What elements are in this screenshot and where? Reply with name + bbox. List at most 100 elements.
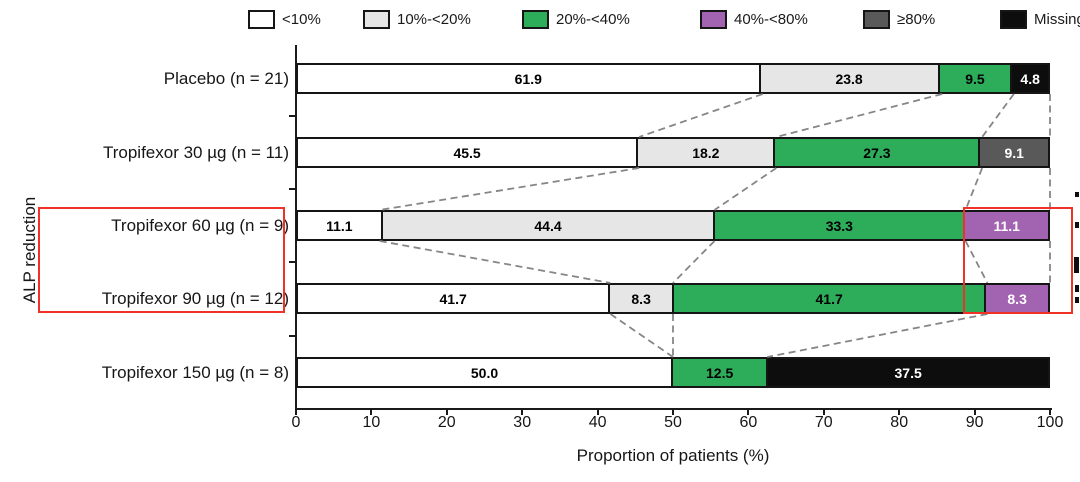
y-axis-title: ALP reduction [20,196,39,304]
x-axis-tick [747,408,750,415]
bar-segment: 45.5 [298,139,637,166]
y-axis-tick [289,188,295,190]
x-tick-label: 40 [588,414,607,431]
stacked-bar-row: 50.0 12.5 37.5 [296,357,1050,388]
bar-segment-value: 11.1 [326,217,353,234]
y-axis-tick [289,334,295,337]
x-tick-label: 10 [362,414,381,431]
clipped-annotation-fragment [1075,222,1079,228]
stacked-bar-row: 61.9 23.8 9.5 4.8 [296,63,1050,94]
connector-line [609,313,674,358]
x-tick-label: 70 [814,414,833,431]
x-tick-label: 20 [437,414,456,431]
connector-line [981,93,1015,138]
bar-segment: 4.8 [1010,65,1049,92]
x-axis-tick [295,408,297,415]
connector-line [672,240,716,284]
legend-item-2: 10%-<20% [363,8,471,30]
bar-segment: 11.1 [963,212,1049,239]
connector-line [776,93,943,138]
legend-swatch-icon [248,9,275,29]
bar-segment-value: 23.8 [835,70,863,87]
legend-swatch-icon [700,9,727,29]
bar-segment-value: 44.4 [534,217,562,234]
legend-item-label: 10%-<20% [397,10,471,28]
stacked-bar-row: 45.5 18.2 27.3 9.1 [296,137,1050,168]
bar-segment: 41.7 [672,285,985,312]
bar-segment-value: 61.9 [514,70,542,87]
category-label: Tropifexor 30 µg (n = 11) [102,142,289,162]
bar-segment: 33.3 [713,212,964,239]
clipped-annotation-fragment [1075,285,1079,292]
clipped-annotation-fragment [1074,257,1079,273]
bar-segment-value: 50.0 [470,364,499,381]
legend-item-label: <10% [282,10,321,28]
bar-segment-value: 11.1 [993,217,1020,234]
legend-item-1: <10% [248,8,321,30]
x-tick-label: 60 [739,414,758,431]
bar-segment: 44.4 [380,212,714,239]
legend-item-5: ≥80% [863,8,935,30]
bar-segment: 23.8 [758,65,938,92]
legend-item-label: ≥80% [897,10,936,28]
stacked-bar-row: 11.1 44.4 33.3 11.1 [296,210,1050,241]
bar-segment-value: 9.1 [1004,144,1024,161]
bar-segment-value: 8.3 [1007,290,1027,307]
bar-segment: 9.1 [978,139,1048,166]
bar-segment-value: 8.3 [631,290,651,307]
category-label: Tropifexor 60 µg (n = 9) [111,215,289,235]
legend-item-label: 20%-<40% [556,10,630,28]
bar-segment-value: 9.5 [965,70,985,87]
connector-line [638,93,764,138]
x-axis-tick [370,408,373,415]
bar-segment-value: 41.7 [815,290,843,307]
x-axis-tick [1049,408,1051,415]
x-axis-tick [596,408,599,415]
connector-line [964,167,983,211]
y-axis-tick [289,261,295,263]
connector-line [964,240,989,284]
connector-line [379,240,611,284]
category-label: Tropifexor 90 µg (n = 12) [101,288,289,308]
x-tick-label: 80 [890,414,909,431]
x-axis-tick [822,408,825,415]
x-tick-label: 100 [1036,414,1064,431]
connector-line [379,167,640,211]
connector-line [767,313,988,358]
bar-segment: 8.3 [608,285,672,312]
bar-segment: 18.2 [636,139,774,166]
stacked-bar-row: 41.7 8.3 41.7 8.3 [296,283,1050,314]
x-tick-label: 30 [513,414,532,431]
bar-segment: 61.9 [298,65,759,92]
bar-segment-value: 37.5 [894,364,922,381]
bar-segment-value: 45.5 [453,144,481,161]
bar-segment: 8.3 [984,285,1048,312]
x-tick-label: 90 [965,414,984,431]
bar-segment-value: 41.7 [439,290,467,307]
bar-segment-value: 33.3 [825,217,853,234]
clipped-annotation-fragment [1075,192,1079,197]
legend-item-4: 40%-<80% [700,8,808,30]
legend-item-6: Missing [1000,8,1080,30]
bar-segment: 12.5 [671,359,767,386]
x-axis-tick [521,408,524,415]
bar-segment: 41.7 [298,285,609,312]
x-tick-label: 0 [291,414,301,431]
x-tick-label: 50 [664,414,682,431]
x-axis-tick [445,408,448,415]
clipped-annotation-fragment [1075,297,1079,303]
bar-segment-value: 18.2 [692,144,720,161]
x-axis-tick [973,408,976,415]
legend-swatch-icon [863,9,890,29]
x-axis-tick [672,408,674,415]
bar-segment: 11.1 [298,212,381,239]
category-label: Placebo (n = 21) [163,68,289,88]
bar-segment-value: 27.3 [863,144,891,161]
bar-segment: 9.5 [937,65,1011,92]
bar-segment-value: 4.8 [1020,70,1040,87]
category-label: Tropifexor 150 µg (n = 8) [101,362,289,382]
legend-item-label: 40%-<80% [734,10,808,28]
legend-swatch-icon [1000,9,1027,29]
legend-swatch-icon [522,9,549,29]
